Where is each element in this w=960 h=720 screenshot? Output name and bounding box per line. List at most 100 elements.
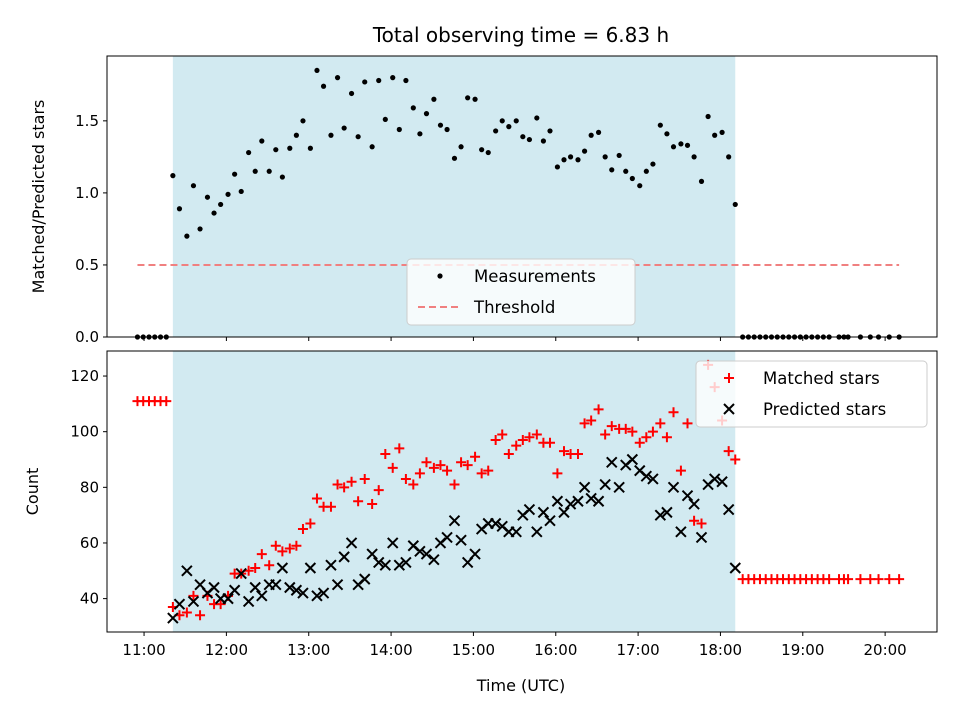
predicted-point	[276, 562, 289, 574]
measurement-point	[588, 132, 594, 138]
measurement-point	[328, 132, 334, 138]
x-tick-label: 11:00	[122, 641, 165, 659]
measurement-point	[472, 96, 478, 102]
predicted-point	[284, 581, 296, 594]
measurement-point	[712, 132, 718, 138]
predicted-point	[387, 537, 399, 549]
predicted-point	[373, 556, 385, 569]
matched-point	[593, 404, 604, 415]
measurement-point	[629, 175, 635, 182]
predicted-point	[311, 590, 323, 602]
measurement-point	[307, 145, 313, 151]
matched-point	[884, 574, 895, 585]
matched-point	[558, 446, 569, 457]
matched-point	[408, 479, 419, 490]
matched-point	[161, 396, 172, 407]
predicted-point	[181, 565, 193, 577]
measurement-point	[314, 67, 320, 74]
matched-point	[250, 563, 261, 574]
legend-label: Measurements	[474, 267, 596, 286]
y-tick-label: 60	[80, 534, 99, 552]
matched-point	[462, 460, 473, 471]
measurement-point	[567, 154, 574, 160]
matched-point	[256, 549, 267, 560]
predicted-point	[667, 481, 680, 494]
predicted-point	[290, 584, 303, 596]
measurement-point	[540, 138, 547, 144]
predicted-point	[414, 545, 426, 558]
predicted-point	[400, 556, 412, 569]
matched-point	[332, 479, 343, 490]
legend-marker	[723, 403, 735, 415]
predicted-point	[448, 515, 461, 527]
predicted-point	[675, 526, 687, 538]
predicted-point	[222, 592, 234, 605]
matched-point	[400, 473, 411, 484]
matched-point	[346, 476, 357, 487]
predicted-point	[613, 481, 625, 494]
predicted-point	[708, 473, 721, 485]
measurement-point	[616, 152, 622, 159]
predicted-point	[173, 598, 186, 610]
measurement-point	[637, 183, 643, 189]
matched-point	[730, 454, 741, 465]
x-tick-label: 16:00	[534, 641, 577, 659]
legend-marker	[437, 273, 443, 279]
measurement-point	[575, 157, 581, 163]
matched-point	[606, 421, 617, 432]
predicted-point	[531, 526, 543, 538]
matched-point	[531, 429, 542, 440]
predicted-point	[661, 506, 673, 519]
y-axis-label: Matched/Predicted stars	[29, 100, 48, 294]
legend: Matched stars Predicted stars	[695, 360, 928, 428]
predicted-point	[359, 573, 371, 585]
measurement-point	[526, 136, 533, 143]
measurement-point	[410, 105, 416, 111]
chart-title: Total observing time = 6.83 h	[372, 23, 669, 47]
predicted-point	[270, 578, 282, 591]
matched-point	[195, 610, 206, 621]
measurement-point	[534, 115, 540, 121]
matched-point	[855, 574, 866, 585]
measurement-point	[691, 154, 697, 160]
y-axis-label: Count	[23, 468, 42, 516]
matched-point	[620, 423, 631, 434]
measurement-point	[431, 96, 437, 102]
predicted-point	[564, 498, 577, 510]
matched-point	[297, 524, 308, 535]
measurement-point	[197, 226, 203, 232]
matched-point	[394, 443, 405, 454]
y-tick-label: 120	[70, 367, 99, 385]
predicted-point	[716, 476, 728, 488]
measurement-point	[287, 145, 293, 151]
measurement-point	[320, 83, 327, 89]
matched-point	[325, 501, 336, 512]
matched-point	[511, 440, 522, 451]
measurement-point	[444, 126, 450, 133]
measurement-point	[513, 118, 519, 124]
measurement-point	[493, 128, 499, 134]
measurement-point	[382, 116, 388, 123]
matched-point	[824, 574, 835, 585]
predicted-point	[606, 456, 618, 468]
matched-point	[641, 432, 652, 443]
predicted-point	[551, 495, 564, 507]
matched-point	[843, 574, 854, 585]
measurement-point	[643, 168, 649, 174]
matched-point	[668, 407, 679, 418]
predicted-point	[510, 526, 522, 538]
matched-point	[517, 435, 528, 446]
matched-point	[723, 446, 734, 457]
matched-point	[421, 457, 432, 468]
measurement-point	[176, 206, 183, 212]
legend: Measurements Threshold	[406, 258, 636, 326]
measurement-point	[705, 113, 711, 120]
measurement-point	[403, 77, 409, 84]
measurement-point	[623, 168, 629, 174]
predicted-point	[469, 548, 481, 560]
measurement-point	[547, 128, 553, 134]
measurement-point	[465, 95, 471, 101]
measurement-point	[506, 124, 512, 130]
predicted-point	[167, 612, 179, 624]
predicted-point	[578, 481, 591, 494]
